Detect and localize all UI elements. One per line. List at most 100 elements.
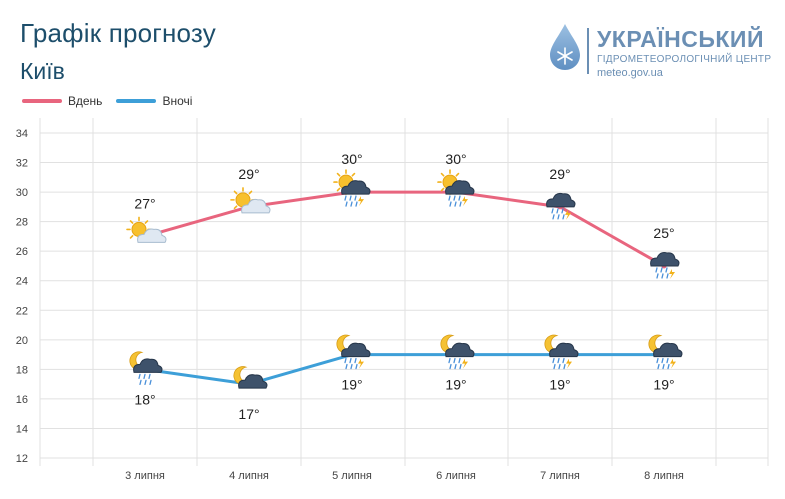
moon-thunderstorm-rain-icon [544,334,579,370]
lightning-bolt [358,358,364,369]
cloud-shape [341,180,371,195]
cloud-shape [653,342,683,358]
lightning-bolt [462,196,468,207]
rain-drop [144,379,147,386]
rain-drop [458,357,461,364]
x-tick-label: 7 липня [540,470,580,482]
rain-drops [448,195,462,207]
data-label-day: 29° [238,166,259,182]
moon-thunderstorm-rain-icon [648,334,683,370]
y-tick-label: 20 [16,335,28,347]
rain-drops [448,357,462,370]
sun-ray [455,172,460,177]
legend-item-day[interactable]: Вдень [22,94,102,108]
series-line-day [143,190,666,268]
rain-drops [344,195,358,207]
rain-drop [139,379,142,386]
rain-drop [551,208,554,214]
cloud-shape [241,198,271,214]
rain-drop [656,273,659,279]
logo-site-link[interactable]: meteo.gov.ua [597,67,663,79]
sun-cloud-icon [230,187,271,214]
sun-ray [233,205,238,210]
rain-drop [344,357,347,364]
data-label-night: 19° [445,377,466,393]
sun-ray [129,234,134,239]
rain-drop [459,363,462,370]
sun-ray [129,220,134,224]
legend-swatch-day [22,99,62,103]
logo-name: УКРАЇНСЬКИЙ [597,26,764,52]
rain-drop [562,357,565,364]
y-tick-label: 30 [16,187,28,199]
cloud-shape [137,228,167,243]
sun-ray [440,187,445,192]
rain-drop [454,363,457,370]
lightning-bolt [462,358,468,369]
moon-cloud-rain-icon [129,351,163,386]
x-tick-label: 3 липня [125,470,165,482]
rain-drop [667,363,670,370]
y-tick-label: 14 [16,423,28,435]
rain-drop [355,363,358,370]
rain-drop [661,273,664,279]
y-tick-label: 26 [16,246,28,258]
legend-label-night: Вночі [162,94,193,108]
rain-drop [657,363,660,370]
sun-ray [248,190,253,195]
city-name: Київ [20,58,65,84]
rain-drops [656,357,670,370]
data-label-night: 17° [238,406,259,422]
thunderstorm-rain-icon [650,252,680,279]
rain-drops [551,208,565,220]
cloud-shape [445,180,475,195]
sun-ray [144,220,149,224]
logo-subtitle: ГІДРОМЕТЕОРОЛОГІЧНИЙ ЦЕНТР [597,54,772,65]
rain-drop [556,208,559,214]
data-label-night: 19° [341,377,362,393]
lightning-bolt [670,358,676,369]
lightning-bolt [669,268,675,279]
rain-drop [552,214,555,220]
thunderstorm-rain-icon [546,192,576,220]
logo-divider [587,28,589,74]
rain-drop [453,357,456,364]
rain-drop [354,195,357,201]
y-tick-label: 32 [16,158,28,170]
rain-drop [148,373,151,380]
data-label-day: 30° [445,151,466,167]
rain-drop [666,273,669,279]
rain-drop [656,357,659,364]
rain-drop [449,363,452,370]
rain-drop [345,201,348,207]
rain-drop [448,195,451,201]
cloud-shape [546,192,576,208]
grid [39,118,769,466]
x-tick-label: 4 липня [229,470,269,482]
y-tick-label: 28 [16,217,28,229]
rain-drop [562,214,565,220]
rain-drop [453,195,456,201]
lightning-bolt [358,196,364,207]
data-label-night: 19° [653,377,674,393]
y-tick-label: 34 [16,128,28,140]
rain-drop [660,267,663,273]
rain-drop [458,195,461,201]
raindrop-snowflake-icon [550,24,580,70]
rain-drop [563,363,566,370]
rain-drops [655,267,669,279]
rain-drop [143,373,146,380]
rain-drop [350,363,353,370]
rain-drop [553,363,556,370]
rain-drops [138,373,152,386]
legend-item-night[interactable]: Вночі [116,94,192,108]
rain-drop [662,363,665,370]
logo[interactable]: УКРАЇНСЬКИЙ ГІДРОМЕТЕОРОЛОГІЧНИЙ ЦЕНТР m… [547,22,777,82]
sun-thunderstorm-rain-icon [333,169,371,207]
rain-drop [558,363,561,370]
moon-thunderstorm-rain-icon [440,334,475,370]
rain-drop [557,357,560,364]
cloud-shape [650,252,680,267]
rain-drop [449,201,452,207]
